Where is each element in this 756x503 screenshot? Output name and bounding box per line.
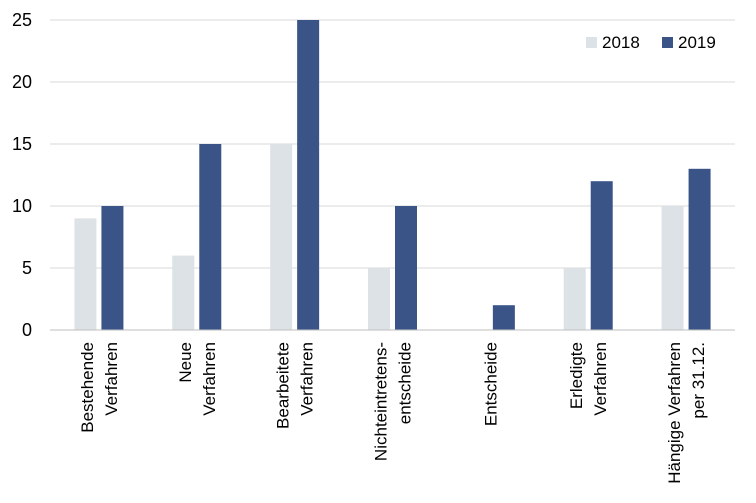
legend-label: 2018 <box>602 33 640 52</box>
x-category-label: Bearbeitete Verfahren <box>274 342 317 429</box>
bar-2018-0 <box>74 218 97 330</box>
x-category-label-line: Verfahren <box>591 342 610 416</box>
x-category-label-line: Nichteintretens- <box>372 342 391 461</box>
bar-2019-4 <box>492 305 515 330</box>
bar-2018-6 <box>661 206 684 330</box>
x-category-label-line: per 31.12. <box>689 342 708 419</box>
y-tick-label: 5 <box>22 258 32 278</box>
gridlines <box>50 19 735 269</box>
bar-2018-2 <box>270 144 293 330</box>
legend-item-2019: 2019 <box>662 33 716 52</box>
x-category-label: Erledigte Verfahren <box>567 342 610 416</box>
x-category-label: Nichteintretens-entscheide <box>372 342 415 461</box>
y-tick-label: 15 <box>12 134 32 154</box>
x-category-label-line: Verfahren <box>200 342 219 416</box>
y-tick-label: 10 <box>12 196 32 216</box>
x-category-label-line: Entscheide <box>481 342 500 426</box>
x-category-label-line: entscheide <box>396 342 415 424</box>
bar-2019-1 <box>199 144 222 330</box>
x-category-label: Neue Verfahren <box>176 342 219 416</box>
legend-swatch <box>586 37 597 48</box>
x-category-label-line: Bearbeitete <box>274 342 293 429</box>
x-category-label-line: Hängige Verfahren <box>665 342 684 484</box>
x-category-label-line: Erledigte <box>567 342 586 409</box>
y-axis-ticks: 0 5 10 15 20 25 <box>12 10 32 340</box>
x-category-label-line: Verfahren <box>298 342 317 416</box>
x-category-label-line: Bestehende <box>78 342 97 433</box>
legend: 2018 2019 <box>586 33 716 52</box>
y-tick-label: 25 <box>12 10 32 30</box>
legend-swatch <box>662 37 673 48</box>
y-tick-label: 20 <box>12 72 32 92</box>
legend-label: 2019 <box>678 33 716 52</box>
x-category-label: Bestehende Verfahren <box>78 342 121 433</box>
legend-item-2018: 2018 <box>586 33 640 52</box>
bar-2019-5 <box>590 181 613 330</box>
bar-2019-3 <box>395 206 417 330</box>
bar-2019-6 <box>688 168 711 330</box>
x-category-label: Hängige Verfahren per 31.12. <box>665 342 708 484</box>
bar-2018-5 <box>563 268 586 330</box>
y-tick-label: 0 <box>22 320 32 340</box>
bar-2018-3 <box>368 268 390 330</box>
bar-2018-1 <box>172 255 195 330</box>
bar-2019-2 <box>297 20 320 330</box>
bar-2019-0 <box>101 206 124 330</box>
x-axis-category-labels: Bestehende Verfahren Neue Verfahren Bearbeit… <box>78 342 708 484</box>
bars <box>74 20 711 330</box>
x-category-label-line: Neue <box>176 342 195 383</box>
x-category-label: Entscheide <box>481 342 500 426</box>
x-category-label-line: Verfahren <box>102 342 121 416</box>
